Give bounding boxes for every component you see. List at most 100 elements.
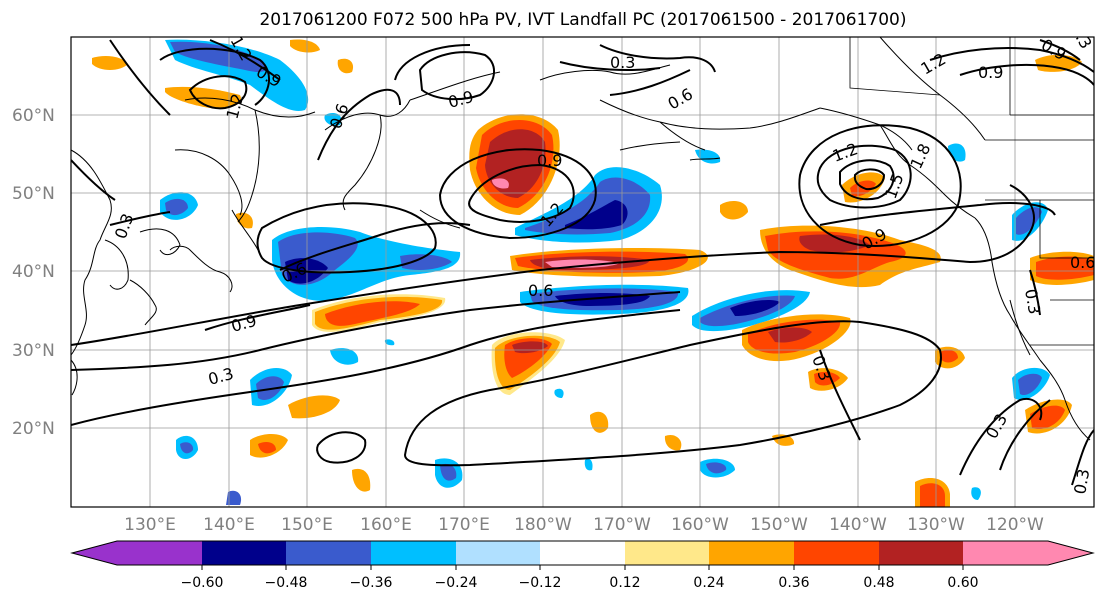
ivt-contour: [819, 349, 861, 441]
ivt-contour: [609, 69, 691, 96]
colorbar-segment: [709, 541, 794, 565]
lon-label: 180°W: [514, 515, 572, 535]
pv-positive-region: [814, 371, 840, 386]
colorbar-tick-label: 0.48: [863, 575, 894, 591]
coastline: [184, 97, 316, 118]
coastline: [974, 217, 1041, 361]
pv-negative-region: [165, 198, 188, 216]
pv-negative-region: [730, 300, 780, 316]
colorbar-tick-labels: −0.60 −0.48 −0.36 −0.24 −0.12 0.12 0.24 …: [181, 575, 979, 591]
coastline: [1009, 299, 1031, 356]
ivt-contour: [317, 88, 401, 161]
ivt-contour: [959, 63, 1094, 86]
colorbar-tick-label: −0.36: [350, 575, 393, 591]
ivt-contour: [819, 202, 1056, 226]
ivt-contour: [1071, 429, 1094, 486]
map-frame: [70, 36, 1095, 508]
pv-positive-region: [765, 231, 906, 279]
coastline: [619, 141, 681, 151]
longitude-labels: 130°E 140°E 150°E 160°E 170°E 180°W 170°…: [124, 515, 1044, 535]
colorbar-segment: [72, 541, 117, 565]
pv-positive-region: [920, 483, 945, 507]
pv-positive-region: [290, 39, 320, 53]
coastline: [409, 71, 501, 101]
colorbar-segment: [202, 541, 286, 565]
lon-label: 170°W: [593, 515, 651, 535]
colorbar-segment: [625, 541, 709, 565]
coastline: [231, 209, 259, 251]
coastline: [169, 245, 233, 293]
ivt-contour: [188, 75, 248, 110]
contour-label: 0.3: [1070, 467, 1093, 495]
contour-label: 0.9: [978, 63, 1003, 82]
pv-negative-region: [400, 254, 452, 270]
pv-positive-region: [664, 434, 682, 451]
lon-label: 130°E: [124, 515, 176, 535]
lon-label: 160°W: [671, 515, 729, 535]
pv-positive-region: [258, 442, 276, 454]
ivt-contour: [559, 61, 661, 71]
border: [1039, 200, 1094, 259]
coastline: [237, 109, 260, 223]
ivt-contour: [109, 211, 171, 226]
ivt-contour: [839, 159, 895, 201]
coastline: [71, 359, 78, 396]
ivt-contour: [109, 39, 171, 116]
ivt-contour: [279, 222, 471, 271]
ivt-contour: [438, 148, 597, 240]
ivt-contour: [853, 168, 886, 191]
colorbar-segment: [286, 541, 371, 565]
pv-positive-region: [236, 212, 253, 229]
pv-positive-region: [720, 200, 748, 220]
contour-label: 0.9: [537, 151, 562, 170]
colorbar-tick-label: 0.36: [778, 575, 809, 591]
lat-label: 60°N: [12, 106, 55, 126]
pv-positive-region: [1036, 256, 1094, 280]
coastline: [689, 157, 721, 161]
pv-negative-region: [554, 388, 564, 398]
ivt-contour: [418, 51, 495, 101]
lon-label: 150°E: [281, 515, 333, 535]
colorbar-tick-label: 0.12: [609, 575, 640, 591]
map-title: 2017061200 F072 500 hPa PV, IVT Landfall…: [259, 10, 906, 30]
colorbar-tick-label: −0.12: [519, 575, 562, 591]
pv-negative-region: [695, 149, 721, 164]
pv-positive-region: [1030, 405, 1065, 430]
pv-positive-region: [352, 468, 371, 492]
colorbar-segment: [540, 541, 625, 565]
colorbar-segment: [794, 541, 879, 565]
pv-positive-region: [325, 301, 420, 326]
colorbar: −0.60 −0.48 −0.36 −0.24 −0.12 0.12 0.24 …: [70, 540, 1095, 591]
colorbar-tick-label: −0.48: [265, 575, 308, 591]
lon-label: 120°W: [986, 515, 1044, 535]
pv-negative-region: [226, 490, 242, 505]
ivt-contour: [256, 202, 437, 274]
lat-label: 40°N: [12, 262, 55, 282]
lon-label: 160°E: [360, 515, 412, 535]
ivt-contour: [209, 39, 281, 81]
ivt-contour: [316, 431, 367, 464]
ivt-contour: [159, 47, 270, 106]
ivt-contour: [599, 44, 716, 73]
ivt-contour: [71, 184, 1035, 346]
ivt-contour: [71, 291, 681, 371]
colorbar-tick-label: −0.60: [181, 575, 224, 591]
ivt-contour: [999, 399, 1051, 471]
coastline: [1039, 359, 1091, 441]
border: [849, 37, 941, 96]
pv-negative-region: [565, 200, 628, 230]
pv-negative-region: [584, 458, 593, 471]
coastline: [174, 149, 243, 216]
colorbar-segment: [371, 541, 456, 565]
pv-positive-region: [590, 411, 609, 433]
coastline: [342, 114, 382, 211]
pv-positive-region: [492, 178, 509, 189]
colorbar-tick-label: 0.24: [693, 575, 724, 591]
borders: [849, 37, 1094, 346]
ivt-contour: [1039, 39, 1081, 61]
coastline: [139, 228, 181, 256]
colorbar-tick-label: −0.24: [435, 575, 478, 591]
colorbar-tick-label: 0.60: [947, 575, 978, 591]
ivt-contour: [394, 44, 471, 81]
contour-label: 0.3: [610, 53, 635, 72]
